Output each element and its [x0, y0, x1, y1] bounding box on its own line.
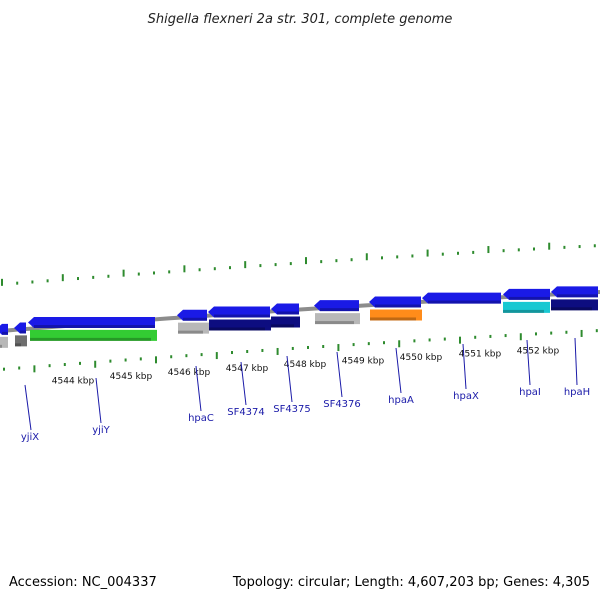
feature-shadow: [0, 344, 2, 348]
feature-shadow: [428, 300, 501, 304]
feature-block: [15, 335, 27, 347]
gene-label-hpax: hpaX: [453, 391, 479, 402]
gene-leader-line: [526, 339, 531, 386]
feature-track: [0, 286, 598, 348]
feature-shadow: [315, 321, 354, 325]
feature-block: [208, 306, 270, 318]
feature-block: [177, 309, 207, 321]
kbp-label: 4548 kbp: [284, 360, 327, 370]
feature-block: [271, 316, 300, 328]
gene-leader-line: [195, 365, 202, 412]
kbp-label: 4550 kbp: [400, 353, 443, 363]
gene-label-hpai: hpaI: [519, 387, 541, 398]
gene-label-hpaa: hpaA: [388, 395, 414, 406]
lower-tick-track: [3, 329, 598, 373]
gene-leader-line: [574, 337, 578, 386]
gene-label-hpah: hpaH: [564, 387, 590, 398]
gene-leader-line: [395, 347, 402, 394]
feature-shadow: [320, 308, 359, 312]
feature-block: [551, 299, 598, 311]
gene-leader-line: [24, 384, 32, 431]
gene-label-sf4375: SF4375: [273, 404, 311, 415]
gene-label-yjix: yjiX: [21, 432, 39, 443]
feature-shadow: [370, 317, 416, 321]
gene-labels: yjiX yjiY hpaC SF4374 SF4375 SF4376 hpaA hpaX hp…: [21, 337, 590, 443]
feature-block: [369, 296, 421, 308]
gene-label-sf4374: SF4374: [227, 407, 265, 418]
upper-tick-track: [1, 242, 596, 286]
feature-block: [370, 309, 422, 321]
feature-shadow: [2, 331, 8, 335]
feature-block: [28, 317, 155, 329]
kbp-label: 4552 kbp: [517, 346, 560, 356]
gene-label-yjiy: yjiY: [92, 425, 110, 436]
feature-block: [178, 322, 209, 334]
gene-label-sf4376: SF4376: [323, 399, 361, 410]
feature-shadow: [20, 330, 26, 334]
gene-label-hpac: hpaC: [188, 413, 214, 424]
feature-block: [314, 300, 359, 312]
feature-shadow: [183, 317, 207, 321]
accession-label: Accession: NC_004337: [9, 575, 157, 590]
feature-shadow: [214, 314, 270, 318]
feature-block: [503, 301, 550, 313]
gene-leader-line: [240, 361, 247, 406]
feature-shadow: [509, 296, 550, 300]
kbp-label: 4544 kbp: [52, 376, 95, 386]
gene-leader-line: [286, 355, 293, 403]
feature-block: [30, 329, 157, 341]
feature-block: [271, 303, 299, 315]
feature-block: [422, 292, 501, 304]
gene-leader-line: [462, 343, 467, 390]
feature-shadow: [15, 343, 21, 347]
feature-block: [14, 322, 26, 334]
kbp-label: 4549 kbp: [342, 356, 385, 366]
gene-leader-line: [95, 377, 102, 424]
kbp-label: 4547 kbp: [226, 364, 269, 374]
feature-shadow: [375, 304, 421, 308]
feature-block: [315, 313, 360, 325]
kbp-scale-labels: 4544 kbp 4545 kbp 4546 kbp 4547 kbp 4548 kbp…: [52, 346, 560, 386]
feature-shadow: [30, 337, 151, 341]
gene-leader-line: [336, 351, 343, 398]
feature-shadow: [34, 325, 155, 329]
feature-shadow: [277, 311, 299, 315]
feature-block: [209, 319, 271, 331]
kbp-label: 4551 kbp: [459, 350, 502, 360]
feature-shadow: [503, 309, 544, 313]
feature-block: [0, 336, 8, 348]
genome-summary: Topology: circular; Length: 4,607,203 bp…: [232, 575, 590, 590]
map-title: Shigella flexneri 2a str. 301, complete …: [148, 12, 453, 27]
feature-shadow: [178, 330, 203, 334]
feature-block: [551, 286, 598, 298]
feature-block: [0, 323, 8, 335]
feature-shadow: [209, 327, 265, 331]
feature-shadow: [551, 307, 592, 311]
feature-shadow: [557, 294, 598, 298]
kbp-label: 4545 kbp: [110, 372, 153, 382]
feature-block: [503, 288, 550, 300]
kbp-label: 4546 kbp: [168, 368, 211, 378]
feature-shadow: [271, 324, 294, 328]
